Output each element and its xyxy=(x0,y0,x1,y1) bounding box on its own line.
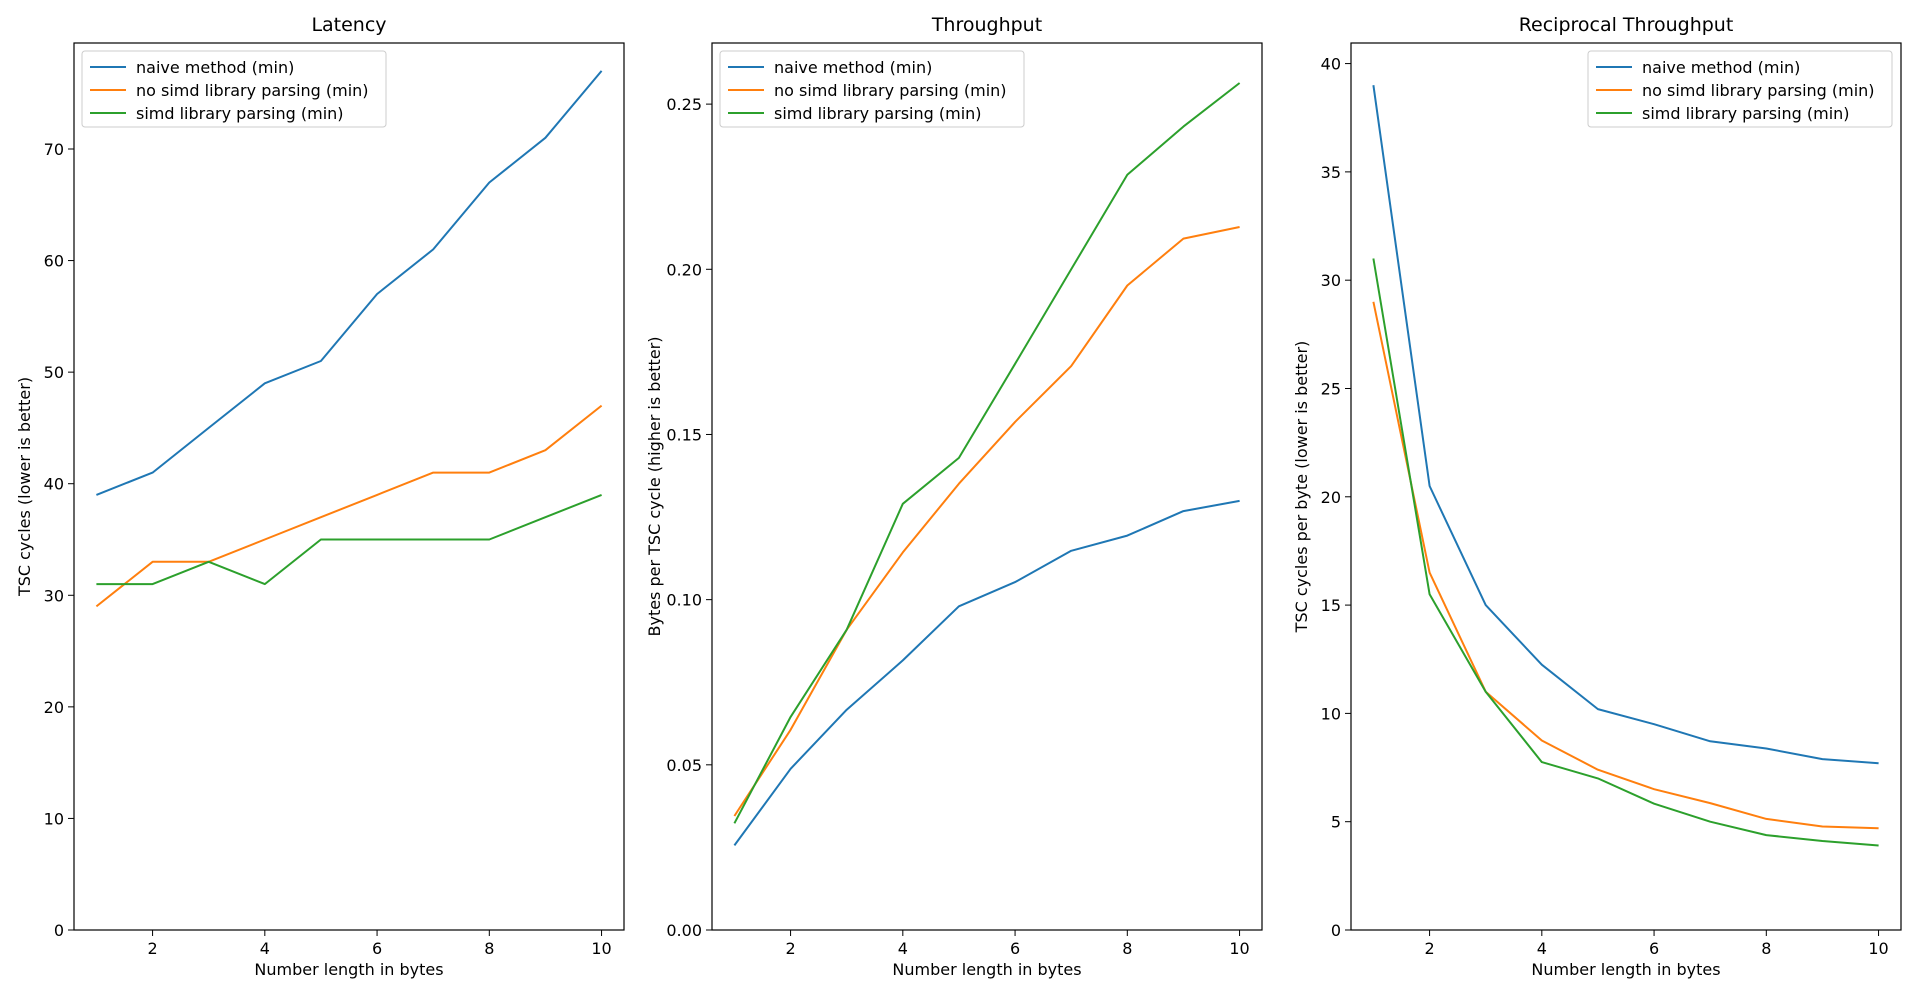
legend-label: naive method (min) xyxy=(774,58,932,77)
y-tick-label: 20 xyxy=(1321,488,1341,507)
x-axis-label: Number length in bytes xyxy=(254,960,443,979)
plot-frame xyxy=(711,42,1263,931)
x-axis-label: Number length in bytes xyxy=(892,960,1081,979)
series-line-1 xyxy=(1372,301,1879,830)
series-line-1 xyxy=(733,226,1240,817)
series-line-0 xyxy=(733,499,1240,846)
x-tick-label: 2 xyxy=(1424,939,1434,958)
x-tick-label: 4 xyxy=(898,939,908,958)
legend-label: naive method (min) xyxy=(136,58,294,77)
legend: naive method (min) no simd library parsin… xyxy=(81,50,387,128)
y-tick-label: 0 xyxy=(1331,921,1341,940)
x-tick-label: 2 xyxy=(147,939,157,958)
chart-throughput: Throughput Number length in bytes Bytes … xyxy=(645,14,1263,979)
y-tick-label: 50 xyxy=(44,363,64,382)
chart-title: Throughput xyxy=(931,14,1042,36)
x-tick-label: 8 xyxy=(1122,939,1132,958)
x-tick-label: 10 xyxy=(1229,939,1249,958)
y-tick-label: 0.10 xyxy=(666,591,702,610)
y-tick-label: 10 xyxy=(44,809,64,828)
y-tick-label: 5 xyxy=(1331,813,1341,832)
legend-label: simd library parsing (min) xyxy=(136,104,344,123)
chart-title: Latency xyxy=(311,14,386,36)
y-axis-label: TSC cycles per byte (lower is better) xyxy=(1292,341,1311,634)
x-tick-label: 10 xyxy=(591,939,611,958)
y-tick-label: 0.05 xyxy=(666,756,702,775)
x-tick-label: 4 xyxy=(1537,939,1547,958)
legend-label: no simd library parsing (min) xyxy=(1642,81,1875,100)
y-tick-label: 40 xyxy=(44,475,64,494)
legend-label: no simd library parsing (min) xyxy=(136,81,369,100)
legend: naive method (min) no simd library parsin… xyxy=(719,50,1025,128)
x-tick-label: 10 xyxy=(1868,939,1888,958)
x-tick-label: 6 xyxy=(1010,939,1020,958)
series-line-2 xyxy=(1372,258,1879,847)
legend-box xyxy=(1587,50,1893,128)
y-tick-label: 30 xyxy=(44,586,64,605)
y-tick-label: 40 xyxy=(1321,55,1341,74)
y-tick-label: 0.00 xyxy=(666,921,702,940)
legend-label: simd library parsing (min) xyxy=(774,104,982,123)
series-line-1 xyxy=(95,404,603,608)
y-tick-label: 10 xyxy=(1321,704,1341,723)
x-tick-label: 8 xyxy=(1761,939,1771,958)
y-tick-label: 30 xyxy=(1321,271,1341,290)
legend-box xyxy=(719,50,1025,128)
y-tick-label: 25 xyxy=(1321,379,1341,398)
legend: naive method (min) no simd library parsin… xyxy=(1587,50,1893,128)
y-tick-label: 0.20 xyxy=(666,260,702,279)
plot-frame xyxy=(1350,42,1902,931)
legend-box xyxy=(81,50,387,128)
plot-frame xyxy=(73,42,625,931)
chart-title: Reciprocal Throughput xyxy=(1519,14,1734,36)
x-tick-label: 2 xyxy=(785,939,795,958)
legend-label: simd library parsing (min) xyxy=(1642,104,1850,123)
series-line-2 xyxy=(733,82,1241,824)
y-tick-label: 0.25 xyxy=(666,95,702,114)
y-tick-label: 60 xyxy=(44,252,64,271)
x-tick-label: 6 xyxy=(372,939,382,958)
y-tick-label: 0 xyxy=(54,921,64,940)
x-axis-label: Number length in bytes xyxy=(1531,960,1720,979)
y-tick-label: 15 xyxy=(1321,596,1341,615)
series-line-0 xyxy=(1372,85,1879,765)
chart-reciprocal-throughput: Reciprocal Throughput Number length in b… xyxy=(1292,14,1902,979)
legend-label: naive method (min) xyxy=(1642,58,1800,77)
y-tick-label: 35 xyxy=(1321,163,1341,182)
y-tick-label: 20 xyxy=(44,698,64,717)
x-tick-label: 4 xyxy=(260,939,270,958)
legend-label: no simd library parsing (min) xyxy=(774,81,1007,100)
x-tick-label: 8 xyxy=(484,939,494,958)
x-tick-label: 6 xyxy=(1649,939,1659,958)
y-axis-label: Bytes per TSC cycle (higher is better) xyxy=(645,337,664,637)
chart-latency: Latency Number length in bytes TSC cycle… xyxy=(15,14,625,979)
y-tick-label: 70 xyxy=(44,140,64,159)
series-line-2 xyxy=(96,493,602,586)
y-axis-label: TSC cycles (lower is better) xyxy=(15,377,34,597)
series-line-0 xyxy=(96,70,603,496)
y-tick-label: 0.15 xyxy=(666,425,702,444)
